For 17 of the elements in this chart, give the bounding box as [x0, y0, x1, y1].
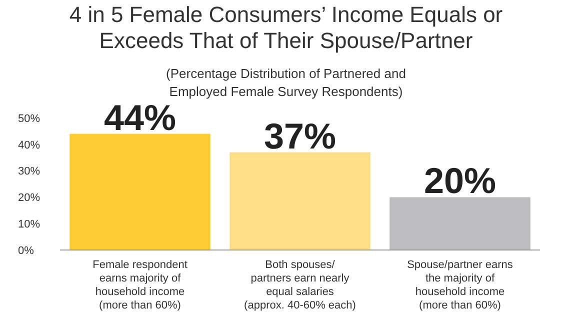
bar — [70, 134, 210, 250]
x-tick-label: Both spouses/ partners earn nearly equal salaries (approx. 40-60% each) — [244, 259, 356, 312]
y-tick-label: 40% — [18, 139, 40, 152]
chart-title: 4 in 5 Female Consumers’ Income Equals or Exceeds That of Their Spouse/Partner — [69, 2, 503, 53]
x-tick-label: Female respondent earns majority of household income (more than 60%) — [92, 259, 188, 312]
bar — [390, 197, 530, 250]
y-tick-label: 0% — [18, 244, 34, 257]
x-tick-label: Spouse/partner earns the majority of household income (more than 60%) — [407, 259, 514, 312]
data-label: 20% — [424, 160, 496, 202]
bar — [230, 152, 370, 250]
y-tick-label: 30% — [18, 166, 40, 178]
y-tick-label: 50% — [18, 112, 40, 125]
y-tick-label: 20% — [18, 192, 40, 204]
data-label: 44% — [104, 96, 176, 138]
data-label: 37% — [264, 115, 336, 156]
chart-subtitle: (Percentage Distribution of Partnered and Employed Female Survey Respondents) — [166, 66, 406, 99]
y-tick-label: 10% — [18, 218, 40, 230]
